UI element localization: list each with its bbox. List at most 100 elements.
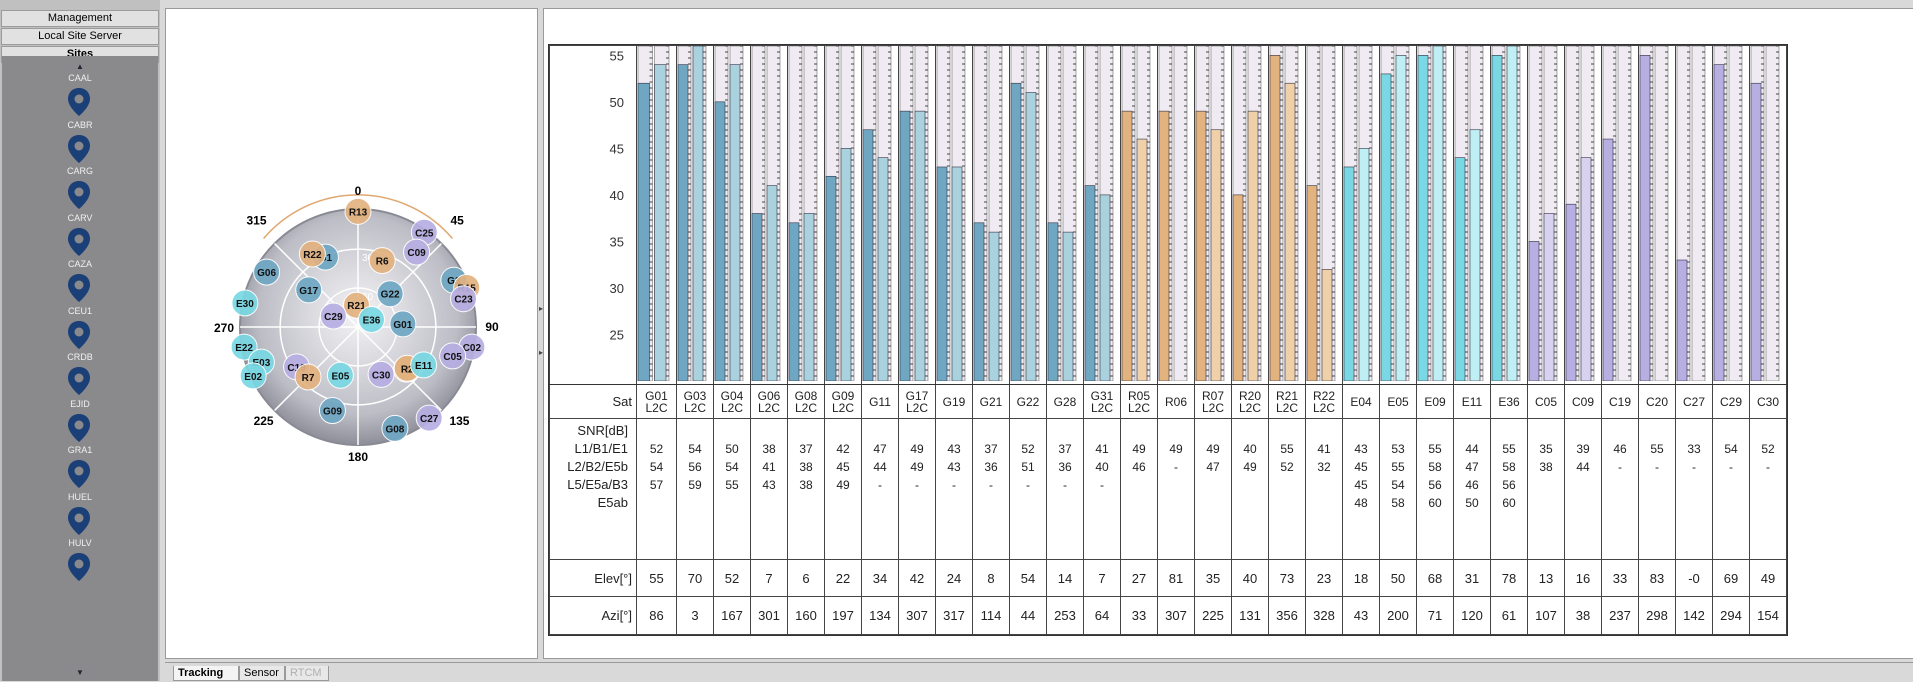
management-button[interactable]: Management	[1, 10, 159, 27]
sat-name-cell[interactable]: R07 L2C	[1194, 384, 1232, 419]
snr-bar	[1358, 148, 1370, 381]
skyplot-satellite[interactable]: C23	[449, 285, 477, 313]
skyplot-satellite[interactable]: E11	[410, 351, 438, 379]
map-pin-icon[interactable]	[67, 552, 91, 582]
sat-name-cell[interactable]: C19	[1601, 384, 1639, 419]
sat-name-cell[interactable]: G31 L2C	[1083, 384, 1121, 419]
sat-name-cell[interactable]: G19	[935, 384, 973, 419]
sat-name-cell[interactable]: G03 L2C	[676, 384, 714, 419]
skyplot-satellite[interactable]: G17	[295, 276, 323, 304]
site-item[interactable]: CRDB	[2, 352, 158, 412]
sat-name-cell[interactable]: G09 L2C	[824, 384, 862, 419]
map-pin-icon[interactable]	[67, 87, 91, 117]
snr-values-cell: 37 38 38	[787, 418, 825, 560]
snr-value	[1713, 494, 1749, 512]
site-item[interactable]: CABR	[2, 120, 158, 180]
skyplot-satellite[interactable]: E30	[231, 289, 259, 317]
sat-name-cell[interactable]: C09	[1564, 384, 1602, 419]
skyplot-satellite[interactable]: G06	[253, 258, 281, 286]
snr-bar-cell	[1046, 45, 1084, 385]
skyplot-satellite[interactable]: E22	[230, 333, 258, 361]
sat-name-cell[interactable]: G01 L2C	[636, 384, 677, 419]
scroll-up-icon[interactable]: ▲	[76, 62, 84, 71]
azimuth-value: 167	[713, 596, 751, 635]
skyplot-satellite[interactable]: G01	[389, 310, 417, 338]
tab-tracking[interactable]: Tracking	[173, 666, 239, 681]
skyplot-satellite[interactable]: C27	[415, 404, 443, 432]
site-item[interactable]: CARG	[2, 166, 158, 226]
sat-name-cell[interactable]: E05	[1379, 384, 1417, 419]
skyplot-satellite-label: G22	[381, 290, 400, 301]
sat-name-cell[interactable]: E36	[1490, 384, 1528, 419]
snr-values-cell: 47 44 -	[861, 418, 899, 560]
sat-name-cell[interactable]: E09	[1416, 384, 1454, 419]
site-item[interactable]: EJID	[2, 399, 158, 459]
local-site-server-button[interactable]: Local Site Server	[1, 28, 159, 45]
map-pin-icon[interactable]	[67, 320, 91, 350]
skyplot-satellite[interactable]: E05	[326, 361, 354, 389]
site-item[interactable]: CAZA	[2, 259, 158, 319]
sidebar: Management Local Site Server Sites CAAL C…	[0, 0, 160, 681]
sat-name-cell[interactable]: G21	[972, 384, 1010, 419]
sat-name-cell[interactable]: E11	[1453, 384, 1491, 419]
sat-name-cell[interactable]: R20 L2C	[1231, 384, 1269, 419]
sat-name-cell[interactable]: R06	[1157, 384, 1195, 419]
site-item[interactable]: HULV	[2, 538, 158, 598]
sat-name-cell[interactable]: G28	[1046, 384, 1084, 419]
sat-name-cell[interactable]: C27	[1675, 384, 1713, 419]
skyplot-satellite[interactable]: G22	[376, 280, 404, 308]
map-pin-icon[interactable]	[67, 134, 91, 164]
skyplot-satellite[interactable]: G08	[381, 414, 409, 442]
map-pin-icon[interactable]	[67, 366, 91, 396]
sat-name-cell[interactable]: E04	[1342, 384, 1380, 419]
sat-name-cell[interactable]: G22	[1009, 384, 1047, 419]
snr-values-cell: 53 55 54 58	[1379, 418, 1417, 560]
map-pin-icon[interactable]	[67, 180, 91, 210]
sat-name-cell[interactable]: C05	[1527, 384, 1565, 419]
skyplot-satellite[interactable]: C09	[403, 238, 431, 266]
sat-name-cell[interactable]: G17 L2C	[898, 384, 936, 419]
snr-bar	[825, 175, 837, 381]
sat-name-cell[interactable]: G11	[861, 384, 899, 419]
snr-value: 43	[947, 460, 961, 474]
sat-name: G22	[1016, 394, 1040, 409]
map-pin-icon[interactable]	[67, 459, 91, 489]
skyplot-satellite[interactable]: R22	[298, 240, 326, 268]
skyplot-satellite[interactable]: R7	[294, 363, 322, 391]
snr-bars	[1639, 46, 1669, 381]
site-item[interactable]: CARV	[2, 213, 158, 273]
tab-rtcm[interactable]: RTCM	[285, 666, 329, 681]
skyplot-satellite[interactable]: E36	[357, 306, 385, 334]
skyplot-satellite[interactable]: C30	[367, 360, 395, 388]
skyplot-satellite[interactable]: R13	[344, 197, 372, 225]
sat-name-cell[interactable]: C20	[1638, 384, 1676, 419]
snr-bar	[1269, 55, 1281, 381]
sat-name-cell[interactable]: R22 L2C	[1305, 384, 1343, 419]
site-item[interactable]: CEU1	[2, 306, 158, 366]
map-pin-icon[interactable]	[67, 506, 91, 536]
splitter-arrow-icon[interactable]: ▸	[539, 304, 544, 313]
snr-bar	[788, 222, 800, 381]
snr-value	[1010, 494, 1046, 512]
skyplot-satellite[interactable]: R6	[368, 247, 396, 275]
sat-name-cell[interactable]: G06 L2C	[750, 384, 788, 419]
site-item[interactable]: CAAL	[2, 73, 158, 133]
sat-name-cell[interactable]: R21 L2C	[1268, 384, 1306, 419]
map-pin-icon[interactable]	[67, 273, 91, 303]
skyplot-satellite[interactable]: C05	[439, 342, 467, 370]
map-pin-icon[interactable]	[67, 413, 91, 443]
site-item[interactable]: GRA1	[2, 445, 158, 505]
sat-name-cell[interactable]: R05 L2C	[1120, 384, 1158, 419]
sat-name-cell[interactable]: G08 L2C	[787, 384, 825, 419]
tab-sensor[interactable]: Sensor	[239, 666, 285, 681]
sat-name-cell[interactable]: C29	[1712, 384, 1750, 419]
sat-name-cell[interactable]: G04 L2C	[713, 384, 751, 419]
sat-name-cell[interactable]: C30	[1749, 384, 1787, 419]
skyplot-satellite[interactable]: C29	[319, 302, 347, 330]
skyplot-satellite[interactable]: G09	[318, 397, 346, 425]
scroll-down-icon[interactable]: ▼	[76, 668, 84, 677]
map-pin-icon[interactable]	[67, 227, 91, 257]
skyplot-satellite[interactable]: E02	[239, 362, 267, 390]
site-item[interactable]: HUEL	[2, 492, 158, 552]
splitter-arrow-icon[interactable]: ▸	[539, 348, 544, 357]
